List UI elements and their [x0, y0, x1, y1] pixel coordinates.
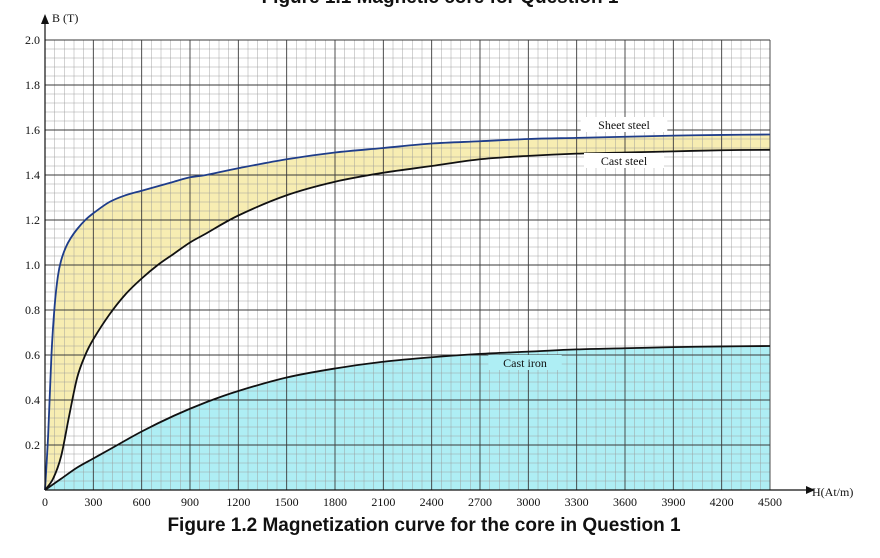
x-tick-label: 3900 [661, 495, 685, 509]
x-tick-label: 0 [42, 495, 48, 509]
chart-axes [41, 14, 815, 494]
series-label-bg [584, 153, 664, 168]
grid-major [44, 39, 771, 491]
x-tick-label: 300 [84, 495, 102, 509]
curve-cast-iron [44, 345, 771, 491]
x-axis-arrow [806, 486, 815, 494]
y-tick-label: 0.2 [25, 438, 40, 452]
x-tick-label: 1500 [275, 495, 299, 509]
y-tick-label: 1.6 [25, 123, 40, 137]
x-tick-label: 3300 [565, 495, 589, 509]
y-tick-label: 1.2 [25, 213, 40, 227]
y-axis-arrow [41, 14, 49, 24]
x-tick-label: 2400 [420, 495, 444, 509]
x-tick-label: 3600 [613, 495, 637, 509]
series-label-bg [580, 117, 668, 132]
figure-bottom-caption: Figure 1.2 Magnetization curve for the c… [167, 515, 681, 536]
y-tick-label: 0.8 [25, 303, 40, 317]
y-tick-label: 1.8 [25, 78, 40, 92]
x-tick-label: 1800 [323, 495, 347, 509]
chart-labels: B (T) H(At/m) Sheet steel Cast steel Cast ir… [52, 11, 853, 499]
x-tick-label: 2100 [371, 495, 395, 509]
curve-cast-steel [44, 148, 771, 491]
x-tick-label: 900 [181, 495, 199, 509]
x-tick-label: 3000 [516, 495, 540, 509]
chart-curves [44, 133, 771, 491]
y-axis-label: B (T) [52, 11, 78, 25]
x-axis-label: H(At/m) [812, 485, 853, 499]
y-tick-label: 0.4 [25, 393, 40, 407]
x-tick-label: 4500 [758, 495, 782, 509]
series-label: Sheet steel [598, 118, 650, 132]
y-tick-label: 0.6 [25, 348, 40, 362]
curve-sheet-steel [44, 133, 771, 491]
x-tick-label: 4200 [710, 495, 734, 509]
x-tick-label: 2700 [468, 495, 492, 509]
series-label: Cast iron [503, 356, 547, 370]
x-tick-label: 1200 [226, 495, 250, 509]
y-tick-label: 1.0 [25, 258, 40, 272]
y-tick-label: 2.0 [25, 33, 40, 47]
chart-ticks: 0 300 600 900 1200 1500 1800 2100 2400 2700 3000 33… [25, 33, 782, 509]
figure-top-caption: Figure 1.1 Magnetic core for Question 1 [0, 0, 880, 9]
series-label-bg [488, 355, 562, 370]
x-tick-label: 600 [133, 495, 151, 509]
y-tick-label: 1.4 [25, 168, 40, 182]
series-label: Cast steel [601, 154, 648, 168]
